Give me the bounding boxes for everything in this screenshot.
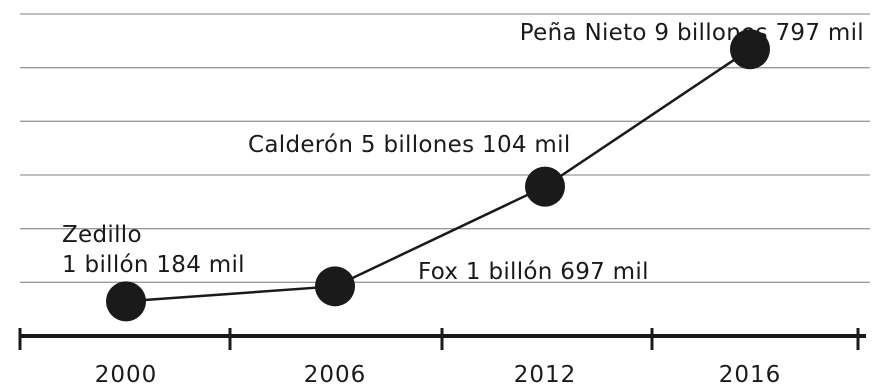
data-labels: Zedillo 1 billón 184 mil Fox 1 billón 697 … — [62, 20, 864, 285]
data-point — [525, 166, 565, 207]
data-label: Calderón 5 billones 104 mil — [248, 132, 571, 158]
data-point — [730, 29, 770, 70]
x-tick-label: 2012 — [514, 362, 577, 386]
data-label: Zedillo — [62, 222, 142, 248]
grid-lines — [20, 13, 870, 283]
x-axis-ticks — [18, 328, 860, 350]
data-label: Fox 1 billón 697 mil — [418, 259, 649, 285]
data-label: Peña Nieto 9 billones 797 mil — [520, 20, 864, 46]
data-points — [106, 29, 770, 322]
data-point — [106, 281, 146, 322]
x-tick-label: 2000 — [95, 362, 158, 386]
x-tick-label: 2016 — [719, 362, 782, 386]
series-line — [125, 48, 751, 303]
x-tick-label: 2006 — [304, 362, 367, 386]
x-axis-tick-labels: 2000 2006 2012 2016 — [95, 362, 782, 386]
data-point — [315, 266, 355, 307]
data-label: 1 billón 184 mil — [62, 252, 245, 278]
